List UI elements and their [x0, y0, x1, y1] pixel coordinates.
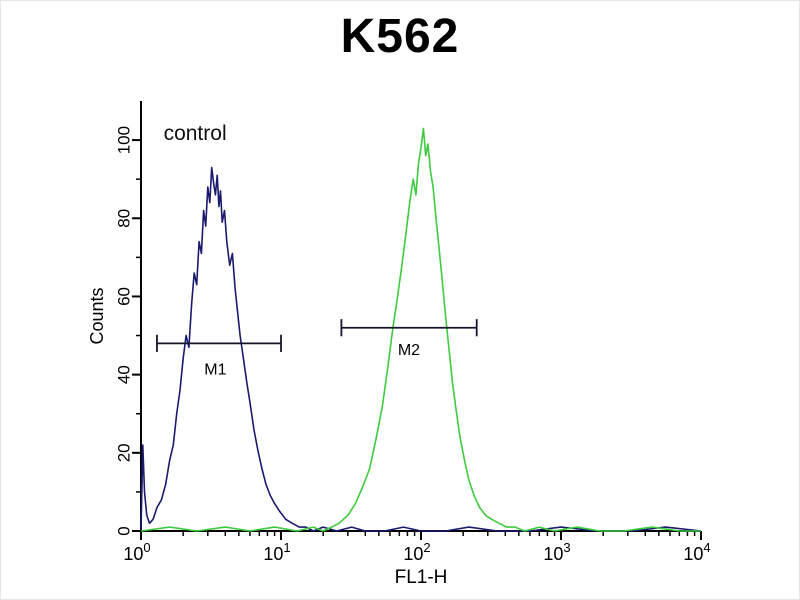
y-tick-label: 60: [114, 287, 133, 306]
gate-label-m2: M2: [398, 342, 420, 359]
y-tick-label: 20: [114, 443, 133, 462]
y-tick-label: 0: [114, 526, 133, 535]
x-axis-label: FL1-H: [395, 567, 448, 588]
y-tick-label: 40: [114, 365, 133, 384]
x-axis: 100 101 102 103 104: [123, 531, 711, 564]
gate-m2: M2: [340, 319, 478, 359]
y-axis: 0 20 40 60 80 100: [114, 126, 141, 536]
gate-label-m1: M1: [204, 362, 226, 379]
chart-title: K562: [340, 10, 460, 63]
x-tick-label: 104: [683, 540, 710, 564]
y-axis-label: Counts: [87, 287, 107, 344]
y-tick-label: 100: [114, 126, 133, 154]
x-tick-label: 103: [543, 540, 570, 564]
y-tick-label: 80: [114, 209, 133, 228]
series-control: [140, 166, 702, 532]
axes: [140, 101, 701, 532]
series-sample: [140, 127, 701, 532]
gate-m1: M1: [156, 334, 282, 379]
x-tick-label: 101: [263, 540, 290, 564]
x-tick-label: 102: [403, 540, 430, 564]
control-annotation: control: [164, 122, 227, 145]
x-tick-label: 100: [123, 540, 150, 564]
